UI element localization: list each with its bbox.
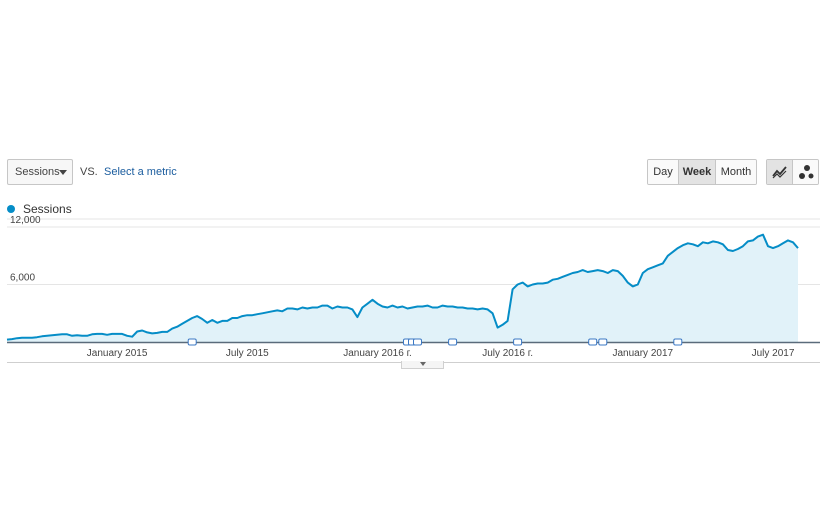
line-chart-icon	[771, 166, 787, 179]
chart-type-toggle	[766, 159, 819, 185]
series-line-sessions	[6, 233, 799, 341]
annotation-marker-icon	[187, 338, 197, 346]
x-tick-label: July 2015	[226, 348, 269, 359]
chevron-down-icon	[420, 362, 426, 366]
x-tick-label: January 2016 г.	[343, 348, 412, 359]
x-tick-label: January 2015	[87, 348, 148, 359]
x-tick-label: July 2016 г.	[482, 348, 533, 359]
period-month-button[interactable]: Month	[715, 160, 756, 184]
annotation-marker-icon	[413, 338, 422, 346]
period-toggle: Day Week Month	[647, 159, 757, 185]
motion-chart-button[interactable]	[792, 160, 818, 184]
y-tick-label: 6,000	[10, 273, 35, 284]
period-week-button[interactable]: Week	[678, 160, 715, 184]
annotation-marker-icon	[598, 338, 608, 346]
legend-swatch	[7, 205, 15, 213]
metric-selector[interactable]: Sessions	[7, 159, 73, 185]
annotation-marker-icon	[513, 338, 523, 346]
annotation-marker-icon	[588, 338, 598, 346]
y-tick-label: 12,000	[10, 215, 41, 226]
metric-selector-label: Sessions	[15, 166, 60, 178]
select-metric-link[interactable]: Select a metric	[104, 166, 177, 178]
series-area-sessions	[7, 234, 798, 342]
annotation-marker-icon	[673, 338, 683, 346]
chevron-down-icon	[59, 170, 67, 175]
line-chart-button[interactable]	[767, 160, 792, 184]
period-day-button[interactable]: Day	[648, 160, 678, 184]
x-tick-label: July 2017	[752, 348, 795, 359]
x-tick-label: January 2017	[612, 348, 673, 359]
chart-legend: Sessions	[7, 202, 72, 216]
annotation-marker-icon	[448, 338, 458, 346]
legend-label: Sessions	[23, 202, 72, 216]
vs-label: VS.	[80, 166, 98, 178]
collapse-chart-tab[interactable]	[401, 361, 444, 369]
sessions-chart: 12,000 6,000 January 2015 July 2015 January …	[6, 215, 820, 363]
motion-chart-icon	[798, 165, 813, 179]
